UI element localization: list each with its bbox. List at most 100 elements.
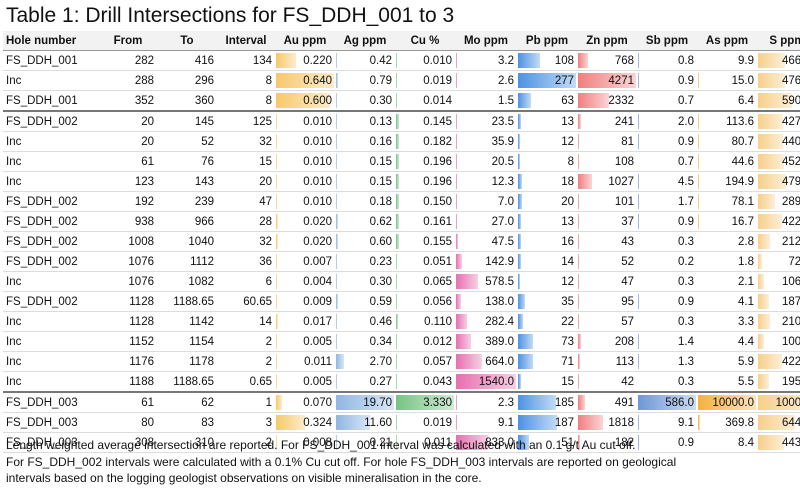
pb-data-bar — [518, 435, 529, 450]
cell-from: 80 — [99, 412, 157, 433]
cell-sb: 0.9 — [637, 211, 697, 232]
cu-data-bar — [396, 354, 397, 369]
cu-value: 0.019 — [423, 416, 452, 429]
as-value: 194.9 — [725, 175, 754, 188]
cu-data-bar — [396, 134, 400, 149]
cell-cu: 0.019 — [395, 70, 455, 91]
pb-value: 51 — [561, 436, 574, 449]
cell-from: 1152 — [99, 331, 157, 352]
cell-zn: 113 — [577, 351, 637, 372]
s-value: 10600 — [782, 275, 800, 288]
au-value: 0.008 — [303, 436, 332, 449]
zn-data-bar — [578, 93, 610, 108]
cell-zn: 182 — [577, 432, 637, 453]
cell-to: 416 — [157, 50, 217, 71]
cell-to: 239 — [157, 191, 217, 212]
mo-value: 47.5 — [491, 235, 514, 248]
zn-data-bar — [578, 154, 580, 169]
s-data-bar — [758, 254, 763, 269]
zn-value: 42 — [621, 375, 634, 388]
cell-s: 42700 — [757, 111, 800, 132]
s-value: 64400 — [782, 416, 800, 429]
cell-ag: 0.59 — [335, 291, 395, 312]
cell-mo: 1.5 — [455, 90, 517, 112]
as-value: 5.9 — [738, 355, 754, 368]
s-data-bar — [758, 374, 770, 389]
cell-hole: Inc — [3, 151, 99, 172]
cell-interval: 0.65 — [217, 371, 275, 393]
cell-au: 0.324 — [275, 412, 335, 433]
ag-data-bar — [336, 294, 338, 309]
table-row: FS_DDH_002 1008 1040 32 0.020 0.60 0.155 47.5 16… — [3, 231, 800, 252]
table-row: FS_DDH_003 308 310 2 0.008 0.21 0.011 833.0 51 18… — [3, 432, 800, 453]
cell-au: 0.017 — [275, 311, 335, 332]
table-row: Inc 123 143 20 0.010 0.15 0.196 12.3 18 1027 4.5 19… — [3, 171, 800, 192]
ag-value: 0.23 — [369, 255, 392, 268]
table-row: Inc 1152 1154 2 0.005 0.34 0.012 389.0 73 208 1.4 4… — [3, 331, 800, 352]
cell-interval: 60.65 — [217, 291, 275, 312]
table-row: Inc 1076 1082 6 0.004 0.30 0.065 578.5 12 47 0.3 2.… — [3, 271, 800, 292]
au-value: 0.004 — [303, 275, 332, 288]
s-value: 44010 — [782, 135, 800, 148]
cell-as: 10000.0 — [697, 392, 757, 413]
cu-value: 0.019 — [423, 74, 452, 87]
ag-value: 0.79 — [369, 74, 392, 87]
cell-ag: 0.79 — [335, 70, 395, 91]
cell-sb: 2.0 — [637, 111, 697, 132]
mo-data-bar — [456, 234, 458, 249]
ag-data-bar — [336, 435, 337, 450]
cu-data-bar — [396, 395, 454, 410]
cell-sb: 0.9 — [637, 432, 697, 453]
ag-value: 19.70 — [363, 396, 392, 409]
cell-to: 145 — [157, 111, 217, 132]
cell-cu: 0.010 — [395, 50, 455, 71]
cell-pb: 13 — [517, 111, 577, 132]
zn-data-bar — [578, 53, 589, 68]
cell-from: 1128 — [99, 291, 157, 312]
cell-zn: 241 — [577, 111, 637, 132]
header-sb: Sb ppm — [637, 31, 697, 51]
table-body: FS_DDH_001 282 416 134 0.220 0.42 0.010 3.2 108 7… — [3, 50, 800, 453]
table-row: FS_DDH_002 1128 1188.65 60.65 0.009 0.59 0.056… — [3, 291, 800, 312]
cell-to: 76 — [157, 151, 217, 172]
mo-value: 2.3 — [498, 396, 514, 409]
cell-interval: 6 — [217, 271, 275, 292]
zn-data-bar — [578, 254, 579, 269]
cell-zn: 2332 — [577, 90, 637, 112]
au-data-bar — [276, 154, 277, 169]
s-data-bar — [758, 53, 785, 68]
au-data-bar — [276, 314, 278, 329]
zn-value: 95 — [621, 295, 634, 308]
s-data-bar — [758, 214, 783, 229]
as-value: 3.3 — [738, 315, 754, 328]
pb-value: 185 — [554, 396, 574, 409]
zn-value: 43 — [621, 235, 634, 248]
au-value: 0.009 — [303, 295, 332, 308]
cell-ag: 0.27 — [335, 371, 395, 393]
ag-value: 0.21 — [369, 436, 392, 449]
table-row: FS_DDH_003 61 62 1 0.070 19.70 3.330 2.3 185 491 5… — [3, 392, 800, 413]
as-data-bar — [698, 395, 756, 410]
zn-value: 113 — [615, 355, 634, 368]
cell-as: 80.7 — [697, 131, 757, 152]
au-value: 0.007 — [303, 255, 332, 268]
ag-value: 0.13 — [369, 115, 392, 128]
cu-data-bar — [396, 234, 399, 249]
table-row: Inc 1128 1142 14 0.017 0.46 0.110 282.4 22 57 0.3 3… — [3, 311, 800, 332]
zn-value: 47 — [621, 275, 634, 288]
cell-to: 83 — [157, 412, 217, 433]
cell-hole: FS_DDH_003 — [3, 432, 99, 453]
cell-ag: 0.34 — [335, 331, 395, 352]
s-data-bar — [758, 154, 785, 169]
cell-as: 4.1 — [697, 291, 757, 312]
ag-value: 0.30 — [369, 275, 392, 288]
cell-mo: 578.5 — [455, 271, 517, 292]
cell-pb: 12 — [517, 131, 577, 152]
cell-to: 1188.65 — [157, 291, 217, 312]
cell-sb: 1.7 — [637, 191, 697, 212]
cell-cu: 3.330 — [395, 392, 455, 413]
cell-cu: 0.155 — [395, 231, 455, 252]
as-value: 15.0 — [731, 74, 754, 87]
au-data-bar — [276, 114, 277, 129]
table-title: Table 1: Drill Intersections for FS_DDH_… — [6, 4, 455, 27]
